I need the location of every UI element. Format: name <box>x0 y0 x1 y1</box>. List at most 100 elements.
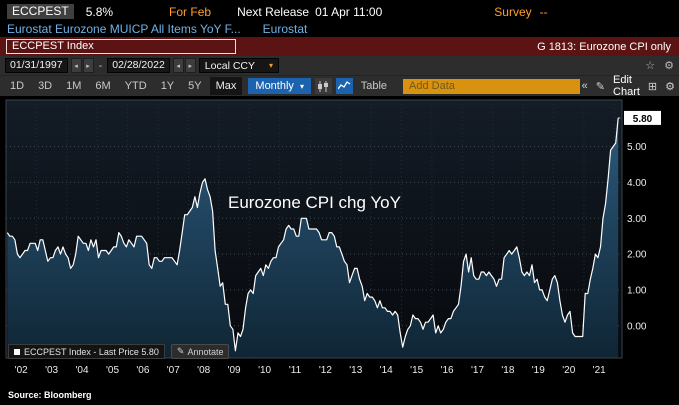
y-axis-label: 4.00 <box>627 178 647 189</box>
security-header: ECCPEST 5.8% For Feb Next Release 01 Apr … <box>0 0 679 21</box>
x-axis-label: '03 <box>45 365 58 376</box>
x-axis-label: '04 <box>75 365 88 376</box>
range-tab-max[interactable]: Max <box>209 77 243 95</box>
last-price-box <box>624 110 661 125</box>
line-chart-glyph <box>337 81 351 90</box>
frequency-value: Monthly <box>255 80 294 92</box>
currency-dropdown[interactable]: Local CCY ▾ <box>198 58 280 73</box>
legend-row: ECCPEST Index - Last Price 5.80 ✎ Annota… <box>8 344 230 359</box>
double-chevron-left-icon[interactable]: « <box>581 80 588 92</box>
series-legend[interactable]: ECCPEST Index - Last Price 5.80 <box>8 344 165 359</box>
y-axis-label: 1.00 <box>627 285 647 296</box>
price-line <box>6 117 619 352</box>
annotate-pencil-icon: ✎ <box>176 346 185 356</box>
area-fill <box>7 117 619 359</box>
last-price-label: 5.80 <box>633 114 653 125</box>
annotate-label: Annotate <box>187 346 224 357</box>
annotate-button[interactable]: ✎ Annotate <box>170 344 230 359</box>
chart-title: Eurozone CPI chg YoY <box>228 193 401 212</box>
chart-toolbar: 1D 3D 1M 6M YTD 1Y 5Y Max Monthly ▾ Tabl… <box>0 74 679 98</box>
y-axis-label: 3.00 <box>627 214 647 225</box>
x-axis-label: '14 <box>380 365 393 376</box>
plot-border <box>5 99 623 359</box>
chart-area: 0.00 1.00 2.00 3.00 4.00 5.00 5.80 '02 '03 '04 '05… <box>0 96 679 384</box>
security-description-row: Eurostat Eurozone MUICP All Items YoY F.… <box>0 21 679 37</box>
chevron-down-icon: ▾ <box>299 81 304 91</box>
range-bar-tools: ☆ ⚙ <box>645 59 674 72</box>
x-axis-label: '10 <box>258 365 271 376</box>
start-date-stepper: ◂ ▸ <box>70 58 94 73</box>
popout-icon[interactable]: ⊞ <box>647 80 658 93</box>
x-axis-label: '16 <box>441 365 454 376</box>
security-description[interactable]: Eurostat Eurozone MUICP All Items YoY F.… <box>7 22 241 36</box>
survey-label: Survey <box>494 4 532 19</box>
series-legend-label: ECCPEST Index - Last Price 5.80 <box>24 346 159 357</box>
start-date-prev-button[interactable]: ◂ <box>70 58 82 73</box>
price-chart[interactable]: 0.00 1.00 2.00 3.00 4.00 5.00 5.80 '02 '03 '04 '05… <box>0 96 679 384</box>
x-axis-label: '02 <box>15 365 28 376</box>
security-source: Eurostat <box>262 22 308 36</box>
security-input[interactable]: ECCPEST Index <box>6 39 236 54</box>
end-date-next-button[interactable]: ▸ <box>184 58 196 73</box>
x-axis-label: '05 <box>106 365 119 376</box>
range-tab-1d[interactable]: 1D <box>4 77 30 95</box>
range-tab-3d[interactable]: 3D <box>32 77 58 95</box>
settings-gear-icon[interactable]: ⚙ <box>664 60 674 72</box>
range-tab-ytd[interactable]: YTD <box>119 77 153 95</box>
range-tab-1y[interactable]: 1Y <box>155 77 180 95</box>
y-axis-label: 0.00 <box>627 321 647 332</box>
last-value: 5.8% <box>85 4 114 19</box>
candlestick-glyph <box>318 80 329 92</box>
range-tab-1m[interactable]: 1M <box>60 77 87 95</box>
security-title-bar: ECCPEST Index G 1813: Eurozone CPI only <box>0 37 679 56</box>
x-axis-label: '11 <box>289 365 302 376</box>
x-axis-label: '08 <box>197 365 210 376</box>
frequency-dropdown[interactable]: Monthly ▾ <box>248 78 311 94</box>
x-axis-label: '06 <box>136 365 149 376</box>
next-release: Next Release 01 Apr 11:00 <box>237 5 388 19</box>
end-date-prev-button[interactable]: ◂ <box>172 58 184 73</box>
x-axis-label: '12 <box>319 365 332 376</box>
x-axis-label: '13 <box>349 365 362 376</box>
x-axis-label: '18 <box>501 365 514 376</box>
period-label: For Feb <box>169 4 212 19</box>
ticker-symbol[interactable]: ECCPEST <box>7 4 74 19</box>
next-release-value: 01 Apr 11:00 <box>315 4 383 19</box>
table-button[interactable]: Table <box>355 77 393 95</box>
currency-value: Local CCY <box>204 59 255 72</box>
end-date-input[interactable]: 02/28/2022 <box>107 58 170 73</box>
start-date-next-button[interactable]: ▸ <box>82 58 94 73</box>
end-date-stepper: ◂ ▸ <box>172 58 196 73</box>
star-icon[interactable]: ☆ <box>645 60 656 72</box>
edit-pencil-icon[interactable]: ✎ <box>595 80 606 93</box>
range-tab-6m[interactable]: 6M <box>89 77 116 95</box>
x-axis-label: '07 <box>167 365 180 376</box>
x-axis-label: '15 <box>410 365 423 376</box>
line-chart-icon[interactable] <box>335 78 353 94</box>
x-axis-label: '19 <box>532 365 545 376</box>
footer-bar: Source: Bloomberg <box>0 384 679 405</box>
y-axis-label: 5.00 <box>627 142 647 153</box>
toolbar-right-tools: « ✎ Edit Chart ⊞ ⚙ <box>582 74 675 98</box>
chevron-down-icon: ▾ <box>269 61 274 70</box>
candlestick-chart-icon[interactable] <box>314 78 332 94</box>
x-axis-label: '09 <box>228 365 241 376</box>
gear-icon[interactable]: ⚙ <box>665 80 676 93</box>
edit-chart-button[interactable]: Edit Chart <box>613 74 640 98</box>
y-axis-label: 2.00 <box>627 250 647 261</box>
series-swatch-icon <box>14 348 20 355</box>
x-axis-label: '20 <box>562 365 575 376</box>
add-data-input[interactable] <box>403 78 580 94</box>
x-axis-label: '21 <box>593 365 606 376</box>
start-date-input[interactable]: 01/31/1997 <box>5 58 68 73</box>
date-separator: - <box>98 59 103 72</box>
source-label: Source: Bloomberg <box>8 390 92 400</box>
date-range-bar: 01/31/1997 ◂ ▸ - 02/28/2022 ◂ ▸ Local CC… <box>0 56 679 75</box>
survey-value: -- <box>539 4 548 19</box>
range-tab-5y[interactable]: 5Y <box>182 77 207 95</box>
x-axis-label: '17 <box>471 365 484 376</box>
chart-id-label: G 1813: Eurozone CPI only <box>537 40 671 53</box>
next-release-label: Next Release <box>237 4 310 19</box>
survey: Survey -- <box>494 5 555 19</box>
